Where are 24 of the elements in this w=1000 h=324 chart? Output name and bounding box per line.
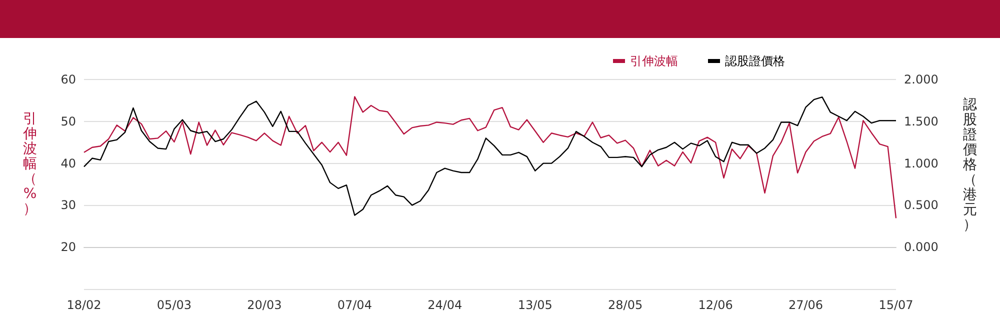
text: 認股證價格（港元） xyxy=(963,97,977,233)
y-tick-label: 50 xyxy=(60,114,76,128)
y2-tick-label: 2.000 xyxy=(904,72,938,86)
x-tick-label: 27/06 xyxy=(788,298,824,312)
x-tick-label: 07/04 xyxy=(337,298,372,312)
x-tick-label: 15/07 xyxy=(878,298,914,312)
y-tick-label: 60 xyxy=(60,72,76,86)
legend-label: 引伸波幅 xyxy=(630,54,678,68)
y2-tick-label: 0.000 xyxy=(904,240,938,254)
x-tick-label: 20/03 xyxy=(247,298,282,312)
x-tick-label: 13/05 xyxy=(518,298,552,312)
x-tick-label: 28/05 xyxy=(608,298,643,312)
x-tick-label: 12/06 xyxy=(698,298,733,312)
y2-tick-label: 1.500 xyxy=(904,114,938,128)
y-tick-label: 40 xyxy=(60,156,76,170)
y-tick-label: 20 xyxy=(60,240,76,254)
y-tick-label: 30 xyxy=(60,198,76,212)
x-tick-label: 24/04 xyxy=(428,298,462,312)
x-tick-label: 05/03 xyxy=(156,298,192,312)
x-tick-label: 18/02 xyxy=(66,298,102,312)
legend-label: 認股證價格 xyxy=(725,54,785,68)
y2-tick-label: 0.500 xyxy=(904,198,938,212)
y-axis-title: 引伸波幅（%） xyxy=(22,111,38,217)
y2-tick-label: 1.000 xyxy=(904,156,938,170)
